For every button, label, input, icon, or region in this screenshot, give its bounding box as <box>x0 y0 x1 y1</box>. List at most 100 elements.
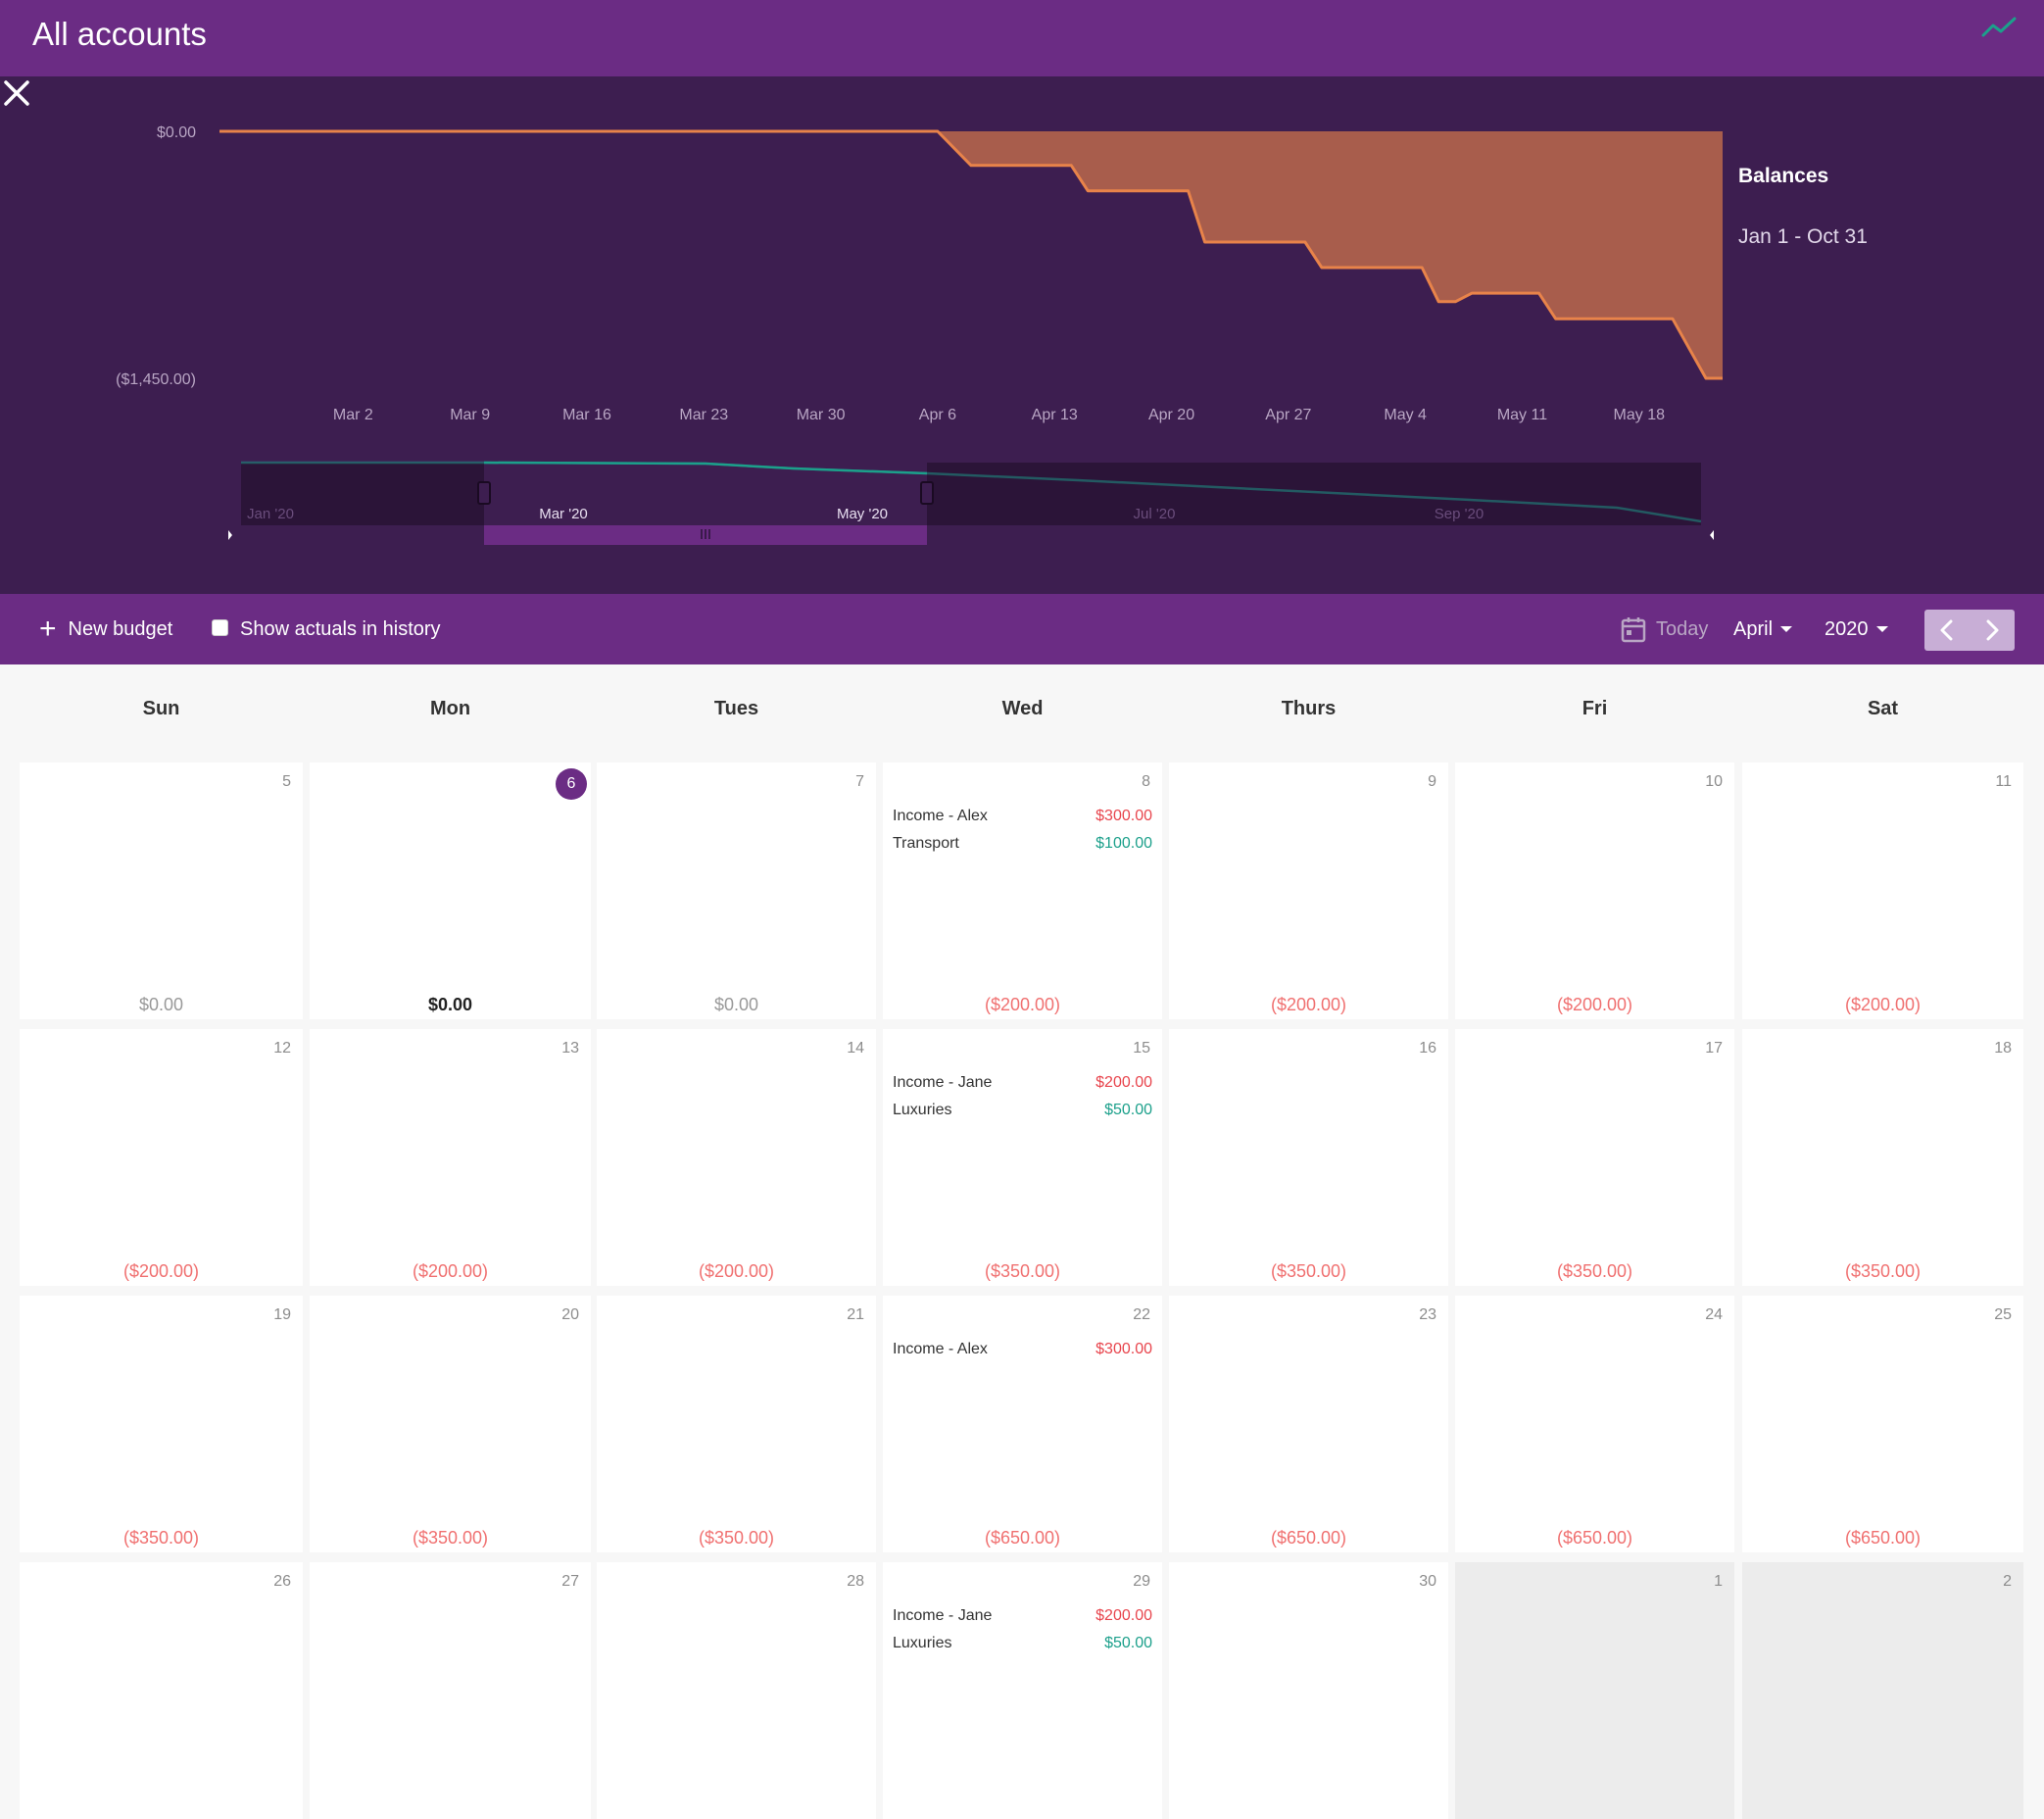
new-budget-label: New budget <box>68 617 173 640</box>
day-balance: ($650.00) <box>1844 1528 1922 1548</box>
navigator-label: Jul '20 <box>1134 506 1176 522</box>
entry-amount: $50.00 <box>1104 1102 1152 1118</box>
budget-entry[interactable]: Transport $100.00 <box>893 835 1152 857</box>
calendar-day-cell[interactable]: 24 ($650.00) <box>1455 1296 1734 1552</box>
calendar-day-cell[interactable]: 18 ($350.00) <box>1742 1029 2023 1286</box>
calendar-day-cell[interactable]: 27 <box>310 1562 591 1819</box>
day-number: 27 <box>561 1573 579 1590</box>
day-balance: ($650.00) <box>1270 1528 1347 1548</box>
calendar-day-cell[interactable]: 22 Income - Alex $300.00 ($650.00) <box>883 1296 1162 1552</box>
calendar-day-cell[interactable]: 16 ($350.00) <box>1169 1029 1448 1286</box>
calendar-day-cell[interactable]: 21 ($350.00) <box>597 1296 876 1552</box>
x-tick-label: Mar 23 <box>679 407 728 423</box>
balance-line <box>219 129 1723 380</box>
budget-entry[interactable]: Income - Jane $200.00 <box>893 1607 1152 1629</box>
calendar-day-cell[interactable]: 14 ($200.00) <box>597 1029 876 1286</box>
day-balance: $0.00 <box>138 995 184 1014</box>
day-balance: ($200.00) <box>1556 995 1633 1014</box>
day-number: 21 <box>847 1306 864 1323</box>
today-button[interactable]: Today <box>1621 594 1708 664</box>
calendar-day-cell[interactable]: 7 $0.00 <box>597 762 876 1019</box>
budget-entry[interactable]: Luxuries $50.00 <box>893 1635 1152 1656</box>
previous-month-button[interactable] <box>1924 610 1970 651</box>
calendar-day-cell[interactable]: 10 ($200.00) <box>1455 762 1734 1019</box>
calendar-day-cell[interactable]: 28 <box>597 1562 876 1819</box>
next-month-button[interactable] <box>1970 610 2015 651</box>
calendar-day-cell[interactable]: 23 ($650.00) <box>1169 1296 1448 1552</box>
entry-label: Income - Alex <box>893 808 988 824</box>
calendar-day-cell[interactable]: 6 $0.00 <box>310 762 591 1019</box>
entry-label: Income - Alex <box>893 1341 988 1357</box>
calendar-icon <box>1621 617 1646 643</box>
top-bar: All accounts <box>0 0 2044 76</box>
close-icon[interactable] <box>0 76 33 110</box>
calendar-day-cell[interactable]: 15 Income - Jane $200.00 Luxuries $50.00 ($35… <box>883 1029 1162 1286</box>
calendar-day-cell[interactable]: 1 <box>1455 1562 1734 1819</box>
x-tick-label: May 11 <box>1497 407 1547 423</box>
y-tick-label: ($1,450.00) <box>116 371 196 388</box>
day-number: 1 <box>1714 1573 1723 1590</box>
day-number: 9 <box>1428 773 1436 790</box>
calendar-day-cell[interactable]: 25 ($650.00) <box>1742 1296 2023 1552</box>
calendar-day-cell[interactable]: 11 ($200.00) <box>1742 762 2023 1019</box>
entry-amount: $200.00 <box>1095 1074 1152 1091</box>
chevron-right-icon <box>1986 619 1999 641</box>
year-select[interactable]: 2020 <box>1825 594 1888 664</box>
calendar-day-cell[interactable]: 26 <box>20 1562 303 1819</box>
chevron-down-icon <box>1780 626 1793 632</box>
day-number: 22 <box>1133 1306 1150 1323</box>
calendar-day-cell[interactable]: 19 ($350.00) <box>20 1296 303 1552</box>
entry-amount: $300.00 <box>1095 808 1152 824</box>
entry-label: Income - Jane <box>893 1074 993 1091</box>
budget-entry[interactable]: Income - Alex $300.00 <box>893 808 1152 829</box>
day-number: 18 <box>1994 1040 2012 1057</box>
navigator-handle[interactable] <box>920 481 934 505</box>
x-tick-label: Mar 30 <box>797 407 846 423</box>
calendar-day-cell[interactable]: 13 ($200.00) <box>310 1029 591 1286</box>
entry-label: Luxuries <box>893 1102 952 1118</box>
budget-entry[interactable]: Income - Jane $200.00 <box>893 1074 1152 1096</box>
day-number: 23 <box>1419 1306 1436 1323</box>
budget-entry[interactable]: Income - Alex $300.00 <box>893 1341 1152 1362</box>
today-day-badge: 6 <box>556 768 587 800</box>
day-balance: ($350.00) <box>984 1261 1061 1281</box>
day-balance: ($350.00) <box>1270 1261 1347 1281</box>
entry-amount: $50.00 <box>1104 1635 1152 1651</box>
entry-label: Income - Jane <box>893 1607 993 1624</box>
x-tick-label: May 4 <box>1384 407 1427 423</box>
day-balance: ($650.00) <box>984 1528 1061 1548</box>
day-number: 30 <box>1419 1573 1436 1590</box>
budget-entry[interactable]: Luxuries $50.00 <box>893 1102 1152 1123</box>
day-number: 7 <box>855 773 864 790</box>
day-number: 19 <box>273 1306 291 1323</box>
show-actuals-toggle[interactable]: Show actuals in history <box>212 594 441 664</box>
trend-line-icon[interactable] <box>1981 16 2017 39</box>
day-balance: ($200.00) <box>412 1261 489 1281</box>
new-budget-button[interactable]: + New budget <box>39 594 172 664</box>
day-balance: ($650.00) <box>1556 1528 1633 1548</box>
calendar-day-cell[interactable]: 8 Income - Alex $300.00 Transport $100.00 ($2… <box>883 762 1162 1019</box>
day-number: 11 <box>1995 773 2012 790</box>
day-number: 25 <box>1994 1306 2012 1323</box>
calendar-day-cell[interactable]: 2 <box>1742 1562 2023 1819</box>
plus-icon: + <box>39 613 57 645</box>
navigator-handle[interactable] <box>477 481 491 505</box>
month-navigation <box>1924 610 2015 651</box>
calendar-day-cell[interactable]: 20 ($350.00) <box>310 1296 591 1552</box>
day-number: 14 <box>847 1040 864 1057</box>
show-actuals-checkbox[interactable] <box>212 618 228 636</box>
day-number: 20 <box>561 1306 579 1323</box>
balances-chart: $0.00 ($1,450.00) Mar 2 Mar 9 Mar 16 Mar 23 Ma… <box>116 124 1723 545</box>
x-tick-label: Apr 27 <box>1265 407 1311 423</box>
month-select[interactable]: April <box>1733 594 1793 664</box>
calendar-day-cell[interactable]: 12 ($200.00) <box>20 1029 303 1286</box>
calendar-day-cell[interactable]: 9 ($200.00) <box>1169 762 1448 1019</box>
calendar-toolbar: + New budget Show actuals in history Tod… <box>0 594 2044 664</box>
navigator-label: Mar '20 <box>539 506 588 522</box>
calendar-day-cell[interactable]: 30 <box>1169 1562 1448 1819</box>
chevron-down-icon <box>1875 626 1888 632</box>
calendar-day-cell[interactable]: 29 Income - Jane $200.00 Luxuries $50.00 <box>883 1562 1162 1819</box>
calendar-day-cell[interactable]: 5 $0.00 <box>20 762 303 1019</box>
weekday-header: Tues <box>713 698 759 719</box>
calendar-day-cell[interactable]: 17 ($350.00) <box>1455 1029 1734 1286</box>
